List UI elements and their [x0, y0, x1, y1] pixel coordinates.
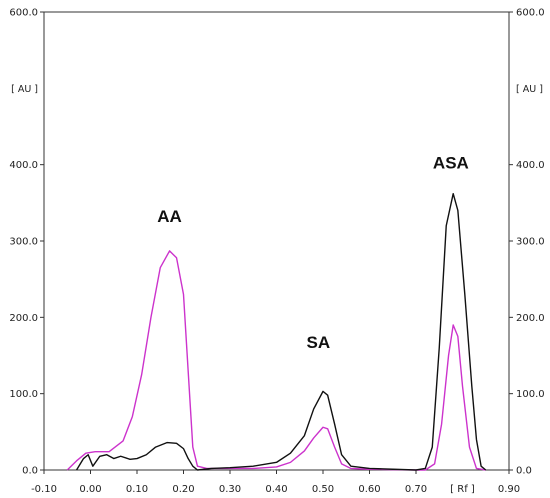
x-tick-label: -0.10	[31, 484, 57, 495]
x-tick-label: 0.90	[498, 484, 520, 495]
y-tick-label-right: 600.0	[516, 8, 545, 19]
y-tick-label-right: 0.0	[516, 466, 532, 477]
right-y-axis-label: [ AU ]	[516, 84, 543, 95]
y-tick-label-right: 400.0	[516, 160, 545, 171]
y-tick-label-right: 200.0	[516, 313, 545, 324]
y-tick-label-left: 300.0	[9, 237, 38, 248]
x-tick-label: 0.40	[265, 484, 287, 495]
x-tick-label: 0.00	[79, 484, 101, 495]
series-layer	[66, 192, 487, 471]
series-line-1	[66, 250, 486, 471]
left-y-axis: 0.0 100.0 200.0 300.0 400.0 600.0	[9, 8, 44, 477]
x-tick-label: 0.70	[405, 484, 427, 495]
plot-frame	[43, 11, 510, 471]
series-line-2	[75, 192, 487, 471]
peak-labels: AA SA ASA	[157, 153, 469, 351]
left-y-axis-label: [ AU ]	[11, 84, 38, 95]
x-axis-label: [ Rf ]	[450, 484, 475, 495]
x-tick-label: 0.10	[126, 484, 148, 495]
right-y-axis: 0.0 100.0 200.0 300.0 400.0 600.0	[509, 8, 545, 477]
x-tick-label: 0.50	[312, 484, 334, 495]
y-tick-label-left: 100.0	[9, 389, 38, 400]
x-axis: -0.10 0.00 0.10 0.20 0.30 0.40 0.50 0.60 0.70 0.9…	[31, 470, 520, 495]
y-tick-label-right: 300.0	[516, 237, 545, 248]
peak-label-aa: AA	[157, 207, 182, 226]
peak-label-sa: SA	[307, 333, 331, 352]
y-tick-label-left: 200.0	[9, 313, 38, 324]
y-tick-label-right: 100.0	[516, 389, 545, 400]
x-tick-label: 0.30	[219, 484, 241, 495]
y-tick-label-left: 400.0	[9, 160, 38, 171]
peak-label-asa: ASA	[433, 153, 469, 172]
y-tick-label-left: 0.0	[22, 466, 38, 477]
y-tick-label-left: 600.0	[9, 8, 38, 19]
x-tick-label: 0.60	[358, 484, 380, 495]
x-tick-label: 0.20	[172, 484, 194, 495]
